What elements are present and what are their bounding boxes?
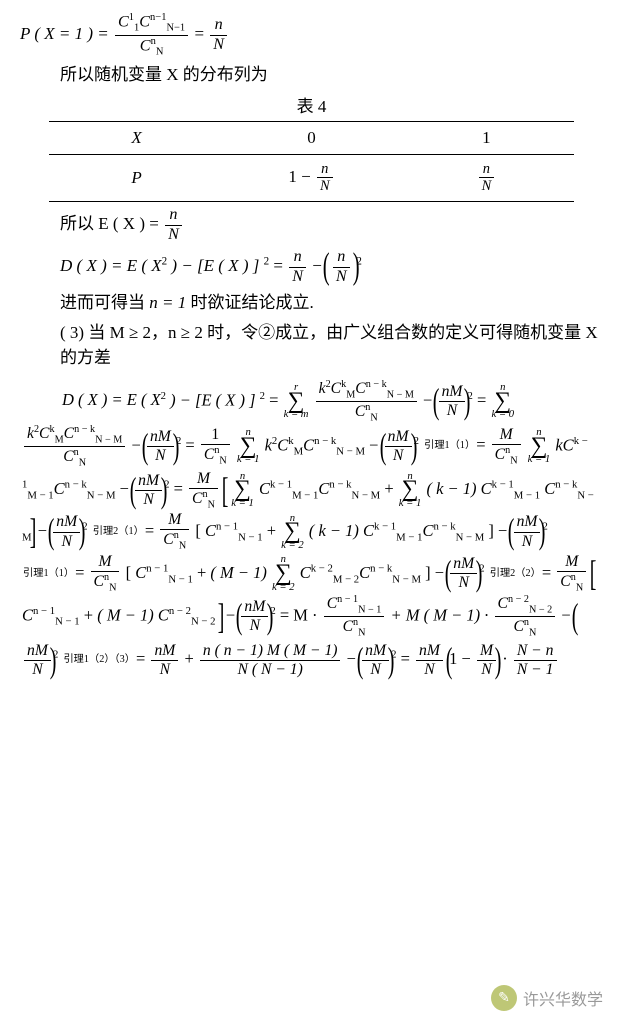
text-n1: 进而可得当 n = 1 时欲证结论成立. bbox=[20, 290, 603, 316]
table-caption: 表 4 bbox=[49, 92, 574, 117]
equation-d-x: D ( X ) = E ( X2 ) − [E ( X ) ] 2 = nN −… bbox=[20, 248, 603, 286]
proof-block: D ( X ) = E ( X2 ) − [E ( X ) ] 2 = r∑k … bbox=[20, 379, 603, 679]
distribution-table: X 0 1 P 1 − nN nN bbox=[49, 121, 574, 202]
watermark-icon: ✎ bbox=[491, 985, 517, 1011]
equation-e-x: 所以 E ( X ) = nN bbox=[20, 206, 603, 244]
watermark: ✎ 许兴华数学 bbox=[491, 985, 603, 1011]
equation-p-x-1: P ( X = 1 ) = C11Cn−1N−1 CnN = n N bbox=[20, 12, 603, 58]
watermark-text: 许兴华数学 bbox=[523, 986, 603, 1010]
text-distribution: 所以随机变量 X 的分布列为 bbox=[20, 62, 603, 88]
text-case3: ( 3) 当 M ≥ 2，n ≥ 2 时，令②成立，由广义组合数的定义可得随机变… bbox=[20, 320, 603, 371]
